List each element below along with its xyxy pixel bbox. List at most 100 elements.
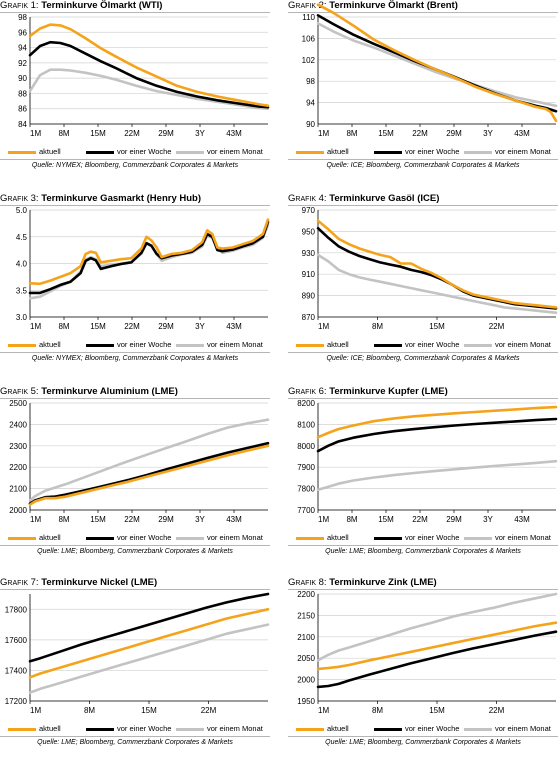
legend-item-vor-einem-monat: vor einem Monat: [176, 724, 263, 734]
chart-source: Quelle: LME; Bloomberg, Commerzbank Corp…: [37, 548, 233, 555]
chart-panel-3: Grafik 3: Terminkurve Gasmarkt (Henry Hu…: [0, 193, 270, 373]
title-rule: [0, 589, 270, 590]
x-tick-label: 43M: [226, 322, 242, 331]
legend-item-aktuell: aktuell: [296, 533, 349, 543]
series-line-vor-einem-monat: [316, 253, 558, 314]
x-tick-label: 22M: [489, 322, 505, 331]
y-tick-label: 2500: [9, 399, 27, 408]
x-tick-label: 15M: [90, 322, 106, 331]
title-rule: [288, 12, 558, 13]
chart-source: Quelle: LME; Bloomberg, Commerzbank Corp…: [37, 739, 233, 746]
x-tick-label: 15M: [90, 129, 106, 138]
chart-panel-4: Grafik 4: Terminkurve Gasöl (ICE) 870 890 9…: [288, 193, 558, 373]
legend: aktuell vor einer Woche vor einem Monat: [296, 147, 558, 157]
chart-label: Grafik 3:: [0, 193, 39, 204]
y-tick-label: 92: [18, 59, 27, 68]
legend-label: vor einem Monat: [495, 533, 551, 542]
chart-title: Grafik 8: Terminkurve Zink (LME): [288, 577, 558, 589]
y-tick-label: 8100: [297, 420, 315, 429]
series-line-vor-einer-woche: [28, 441, 270, 505]
x-tick-label: 1M: [318, 706, 329, 715]
y-tick-label: 7800: [297, 485, 315, 494]
x-tick-label: 22M: [412, 515, 428, 524]
y-tick-label: 98: [18, 13, 27, 22]
legend-label: vor einer Woche: [117, 340, 172, 349]
chart-title: Grafik 2: Terminkurve Ölmarkt (Brent): [288, 0, 558, 12]
legend-item-vor-einem-monat: vor einem Monat: [176, 147, 263, 157]
line-chart: 84 86 88 90 92 94 96 98 1M 8M 15M 22M 29M 3Y 43M: [18, 13, 270, 138]
chart-label: Grafik 6:: [288, 386, 327, 397]
x-tick-label: 29M: [158, 515, 174, 524]
series-line-aktuell: [28, 444, 270, 506]
chart-panel-1: Grafik 1: Terminkurve Ölmarkt (WTI) 84 86 8…: [0, 0, 270, 180]
y-tick-label: 102: [302, 56, 316, 65]
y-tick-label: 7900: [297, 463, 315, 472]
chart-panel-6: Grafik 6: Terminkurve Kupfer (LME) 7700 78…: [288, 386, 558, 566]
series-line-vor-einer-woche: [316, 14, 558, 113]
title-rule: [288, 589, 558, 590]
chart-title: Grafik 1: Terminkurve Ölmarkt (WTI): [0, 0, 270, 12]
x-tick-label: 8M: [58, 129, 69, 138]
x-tick-label: 3Y: [483, 515, 493, 524]
source-rule: [288, 736, 558, 737]
x-tick-label: 15M: [90, 515, 106, 524]
legend-label: aktuell: [39, 147, 61, 156]
chart-label: Grafik 8:: [288, 577, 327, 588]
legend-item-aktuell: aktuell: [8, 533, 61, 543]
chart-title-text: Terminkurve Gasmarkt (Henry Hub): [41, 193, 202, 204]
series-line-vor-einer-woche: [316, 417, 558, 453]
y-tick-label: 3.0: [16, 313, 28, 322]
x-tick-label: 8M: [372, 322, 383, 331]
chart-panel-2: Grafik 2: Terminkurve Ölmarkt (Brent) 90 9…: [288, 0, 558, 180]
series-line-vor-einer-woche: [28, 592, 270, 663]
y-tick-label: 90: [18, 74, 27, 83]
chart-title: Grafik 3: Terminkurve Gasmarkt (Henry Hu…: [0, 193, 270, 205]
y-tick-label: 94: [18, 44, 27, 53]
x-tick-label: 1M: [318, 322, 329, 331]
y-tick-label: 17600: [5, 636, 28, 645]
y-tick-label: 2200: [297, 590, 315, 599]
x-tick-label: 1M: [30, 706, 41, 715]
x-tick-label: 1M: [30, 515, 41, 524]
legend-swatch: [176, 536, 204, 540]
legend-label: vor einem Monat: [207, 724, 263, 733]
y-tick-label: 17200: [5, 697, 28, 706]
legend-label: vor einem Monat: [207, 533, 263, 542]
line-chart: 7700 7800 7900 8000 8100 8200 1M 8M 15M 22M 29M 3Y 4…: [297, 399, 558, 524]
legend-item-vor-einer-woche: vor einer Woche: [374, 533, 459, 543]
legend-swatch: [8, 150, 36, 154]
legend-item-aktuell: aktuell: [8, 340, 61, 350]
series-line-vor-einem-monat: [316, 459, 558, 491]
chart-label: Grafik 1:: [0, 0, 39, 11]
legend-swatch: [176, 727, 204, 731]
y-tick-label: 4.0: [16, 260, 28, 269]
y-tick-label: 90: [306, 120, 315, 129]
legend-swatch: [374, 150, 402, 154]
legend-swatch: [464, 150, 492, 154]
y-tick-label: 890: [302, 292, 316, 301]
title-rule: [0, 205, 270, 206]
series-line-vor-einem-monat: [316, 592, 558, 662]
x-tick-label: 1M: [30, 129, 41, 138]
line-chart: 1950 2000 2050 2100 2150 2200 1M 8M 15M 22M: [297, 590, 558, 715]
x-tick-label: 29M: [158, 129, 174, 138]
line-chart: 870 890 910 930 950 970 1M 8M 15M 22M: [302, 206, 558, 331]
chart-title-text: Terminkurve Aluminium (LME): [41, 386, 178, 397]
y-tick-label: 96: [18, 28, 27, 37]
y-tick-label: 3.5: [16, 286, 28, 295]
series-line-vor-einer-woche: [28, 40, 270, 109]
x-tick-label: 15M: [429, 322, 445, 331]
legend-swatch: [296, 536, 324, 540]
x-tick-label: 15M: [429, 706, 445, 715]
legend-label: vor einem Monat: [207, 340, 263, 349]
legend-swatch: [464, 727, 492, 731]
y-tick-label: 930: [302, 249, 316, 258]
y-tick-label: 2100: [297, 633, 315, 642]
line-chart: 90 94 98 102 106 110 1M 8M 15M 22M 29M 3Y 43M: [302, 3, 558, 138]
legend: aktuell vor einer Woche vor einem Monat: [296, 533, 558, 543]
legend-label: aktuell: [327, 724, 349, 733]
title-rule: [288, 398, 558, 399]
y-tick-label: 2300: [9, 442, 27, 451]
legend-item-aktuell: aktuell: [296, 724, 349, 734]
series-line-aktuell: [316, 621, 558, 671]
